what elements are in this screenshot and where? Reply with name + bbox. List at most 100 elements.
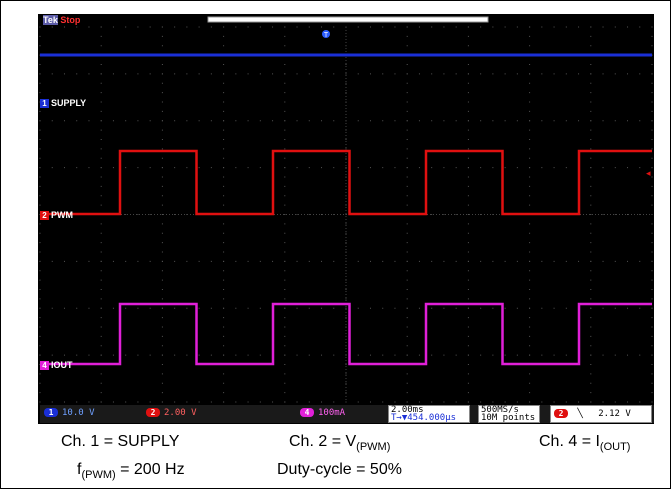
grid-dot — [590, 26, 592, 28]
grid-dot — [39, 110, 41, 112]
grid-dot — [100, 270, 102, 272]
grid-dot — [259, 167, 261, 169]
grid-dot — [467, 92, 469, 94]
grid-dot — [480, 120, 482, 122]
grid-dot — [149, 214, 151, 215]
ch4-scale[interactable]: 4 100mA — [300, 408, 345, 418]
grid-dot — [284, 110, 286, 112]
grid-dot — [284, 354, 286, 356]
grid-dot — [345, 364, 347, 365]
grid-dot — [186, 167, 188, 169]
grid-dot — [333, 26, 335, 28]
grid-dot — [112, 401, 114, 403]
grid-dot — [223, 139, 225, 140]
grid-dot — [651, 392, 653, 394]
grid-dot — [100, 204, 102, 206]
grid-dot — [161, 26, 163, 28]
grid-dot — [137, 214, 139, 215]
grid-dot — [161, 120, 163, 122]
grid-dot — [125, 307, 127, 309]
grid-dot — [357, 26, 359, 28]
grid-dot — [333, 73, 335, 75]
grid-dot — [443, 401, 445, 403]
grid-dot — [100, 392, 102, 394]
ch2-scale[interactable]: 2 2.00 V — [146, 408, 197, 418]
grid-dot — [39, 279, 41, 281]
grid-dot — [39, 335, 41, 337]
grid-dot — [333, 120, 335, 122]
grid-dot — [223, 45, 225, 47]
grid-dot — [174, 167, 176, 169]
grid-dot — [76, 167, 78, 169]
grid-dot — [467, 195, 469, 197]
grid-dot — [614, 260, 616, 262]
trigger-box[interactable]: 2 ╲ 2.12 V — [550, 405, 652, 423]
grid-dot — [100, 289, 102, 290]
grid-dot — [137, 167, 139, 169]
grid-dot — [627, 260, 629, 262]
grid-dot — [467, 26, 469, 28]
grid-dot — [321, 354, 323, 356]
grid-dot — [223, 251, 225, 253]
grid-dot — [284, 289, 286, 290]
grid-dot — [529, 26, 531, 28]
grid-dot — [321, 401, 323, 403]
timebase-box[interactable]: 2.00ms T→▼454.000µs — [388, 405, 470, 423]
grid-dot — [161, 167, 163, 169]
grid-dot — [651, 45, 653, 47]
grid-dot — [467, 204, 469, 206]
grid-dot — [112, 167, 114, 169]
acquisition-box[interactable]: 500MS/s 10M points — [478, 405, 540, 423]
grid-dot — [467, 401, 469, 403]
grid-dot — [39, 242, 41, 244]
grid-dot — [51, 354, 53, 356]
grid-dot — [345, 307, 347, 309]
grid-dot — [369, 307, 371, 309]
grid-dot — [284, 373, 286, 375]
waveform-display: T◂ — [38, 14, 654, 403]
grid-dot — [406, 176, 408, 178]
grid-dot — [235, 354, 237, 356]
grid-dot — [504, 354, 506, 356]
grid-dot — [345, 223, 347, 225]
grid-dot — [492, 167, 494, 169]
grid-dot — [590, 204, 592, 206]
grid-dot — [406, 382, 408, 384]
grid-dot — [651, 335, 653, 337]
grid-dot — [394, 120, 396, 122]
grid-dot — [272, 120, 274, 122]
grid-dot — [345, 354, 347, 356]
grid-dot — [174, 307, 176, 309]
grid-dot — [627, 167, 629, 169]
grid-dot — [247, 260, 249, 262]
grid-dot — [39, 270, 41, 272]
grid-dot — [492, 401, 494, 403]
grid-dot — [553, 401, 555, 403]
grid-dot — [100, 195, 102, 197]
grid-dot — [529, 317, 531, 319]
grid-dot — [651, 148, 653, 150]
grid-dot — [529, 82, 531, 84]
grid-dot — [614, 120, 616, 122]
grid-dot — [467, 392, 469, 394]
grid-dot — [529, 185, 531, 187]
grid-dot — [565, 307, 567, 309]
grid-dot — [529, 148, 531, 150]
grid-dot — [210, 26, 212, 28]
grid-dot — [467, 260, 469, 262]
grid-dot — [223, 110, 225, 112]
grid-dot — [529, 251, 531, 253]
grid-dot — [161, 73, 163, 75]
grid-dot — [100, 101, 102, 103]
grid-dot — [161, 82, 163, 84]
grid-dot — [161, 223, 163, 225]
grid-dot — [223, 73, 225, 75]
ch1-scale[interactable]: 1 10.0 V — [44, 408, 95, 418]
grid-dot — [651, 223, 653, 225]
grid-dot — [541, 120, 543, 122]
grid-dot — [223, 167, 225, 169]
grid-dot — [345, 167, 347, 169]
grid-dot — [578, 260, 580, 262]
grid-dot — [455, 120, 457, 122]
grid-dot — [590, 260, 592, 262]
